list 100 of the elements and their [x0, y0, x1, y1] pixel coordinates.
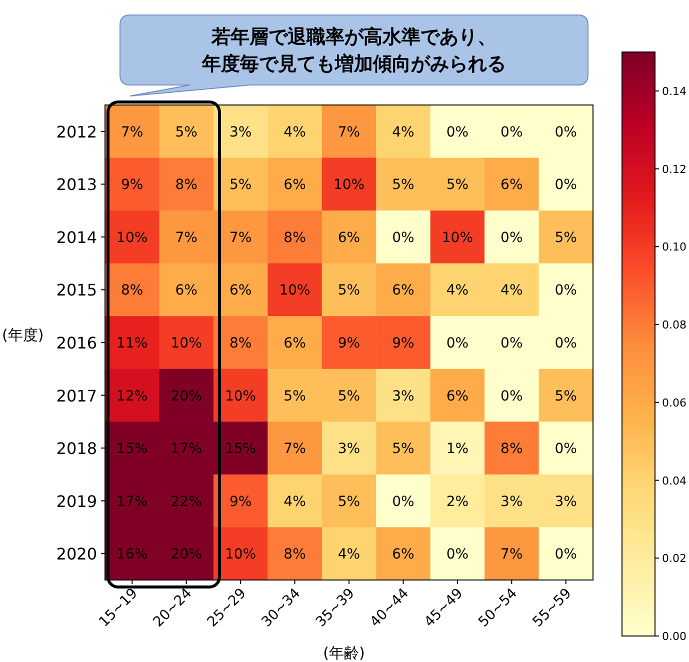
data-label: 3% — [392, 388, 414, 404]
data-label: 3% — [554, 494, 577, 510]
data-label: 6% — [392, 546, 414, 563]
data-label: 0% — [554, 441, 577, 458]
data-label: 4% — [284, 494, 306, 510]
data-label: 7% — [175, 230, 198, 246]
data-label: 6% — [338, 230, 360, 246]
data-label: 0% — [446, 546, 469, 563]
data-label: 17% — [116, 494, 148, 510]
y-tick-label: 2019 — [56, 492, 97, 511]
data-label: 8% — [175, 177, 198, 194]
data-label: 2% — [446, 494, 469, 510]
y-tick-label: 2016 — [56, 334, 97, 352]
data-label: 10% — [224, 388, 256, 404]
data-label: 20% — [170, 546, 202, 563]
data-label: 9% — [229, 494, 252, 510]
x-axis-title: (年齢) — [323, 644, 365, 662]
color-bar-label: 0.04 — [662, 474, 686, 488]
data-label: 5% — [338, 282, 360, 299]
color-bar-label: 0.02 — [662, 552, 686, 566]
data-label: 0% — [446, 124, 469, 140]
data-label: 5% — [446, 177, 469, 194]
data-label: 4% — [446, 282, 469, 299]
data-label: 20% — [170, 388, 202, 404]
color-bar-label: 0.06 — [662, 396, 686, 410]
color-bar-label: 0.12 — [662, 162, 686, 176]
y-tick-label: 2020 — [56, 544, 97, 564]
y-tick-label: 2012 — [56, 122, 97, 142]
data-label: 15% — [224, 441, 256, 458]
data-label: 5% — [554, 230, 577, 246]
color-bar-label: 0.10 — [662, 240, 686, 254]
data-label: 7% — [121, 124, 144, 140]
data-label: 0% — [500, 124, 523, 140]
data-label: 0% — [554, 282, 577, 299]
data-label: 0% — [500, 336, 523, 352]
data-label: 6% — [284, 177, 306, 194]
data-label: 7% — [338, 124, 360, 140]
data-label: 3% — [229, 124, 252, 140]
data-label: 4% — [338, 546, 360, 563]
data-label: 6% — [392, 282, 414, 299]
y-tick-label: 2018 — [56, 439, 97, 458]
data-label: 8% — [284, 546, 306, 563]
data-label: 10% — [279, 282, 310, 299]
data-label: 22% — [170, 494, 202, 510]
data-label: 10% — [224, 546, 256, 563]
data-label: 8% — [500, 441, 523, 458]
data-label: 9% — [338, 336, 360, 352]
data-label: 0% — [392, 230, 414, 246]
data-label: 0% — [554, 124, 577, 140]
data-label: 5% — [284, 388, 306, 404]
data-label: 0% — [500, 230, 523, 246]
data-label: 17% — [170, 441, 202, 458]
data-label: 7% — [229, 230, 252, 246]
text: 若年層で退職率が高水準であり、 — [210, 26, 496, 48]
data-label: 0% — [392, 494, 414, 510]
y-tick-label: 2014 — [56, 228, 97, 247]
data-label: 3% — [338, 441, 360, 458]
y-tick-label: 2017 — [56, 386, 97, 406]
data-label: 10% — [170, 336, 202, 352]
data-label: 6% — [175, 282, 198, 299]
data-label: 8% — [284, 230, 306, 246]
data-label: 5% — [554, 388, 577, 404]
color-bar-label: 0.00 — [662, 630, 686, 643]
data-label: 0% — [446, 336, 469, 352]
data-label: 12% — [116, 388, 148, 404]
color-bar-label: 0.08 — [662, 318, 686, 332]
data-label: 10% — [333, 177, 365, 194]
data-label: 6% — [284, 336, 306, 352]
data-label: 9% — [121, 177, 144, 194]
data-label: 5% — [229, 177, 252, 194]
data-label: 8% — [121, 282, 144, 299]
data-label: 0% — [554, 177, 577, 194]
data-label: 10% — [116, 230, 148, 246]
y-tick-label: 2015 — [56, 280, 97, 300]
data-label: 6% — [500, 177, 523, 194]
data-label: 4% — [392, 124, 414, 140]
data-label: 10% — [442, 230, 474, 246]
data-label: 0% — [554, 546, 577, 563]
data-label: 16% — [116, 546, 148, 563]
data-label: 3% — [500, 494, 523, 510]
data-label: 0% — [554, 336, 577, 352]
y-axis-title: (年度) — [2, 326, 44, 344]
data-label: 1% — [446, 441, 469, 458]
data-label: 4% — [500, 282, 523, 299]
data-label: 11% — [116, 336, 148, 352]
data-label: 5% — [392, 177, 414, 194]
color-bar-label: 0.14 — [662, 84, 686, 98]
data-label: 7% — [284, 441, 306, 458]
data-label: 0% — [500, 388, 523, 404]
data-label: 6% — [446, 388, 469, 404]
data-label: 6% — [229, 282, 252, 299]
y-tick-label: 2013 — [56, 175, 97, 194]
data-label: 5% — [392, 441, 414, 458]
data-label: 7% — [500, 546, 523, 563]
data-label: 4% — [284, 124, 306, 140]
data-label: 15% — [116, 441, 148, 458]
data-label: 5% — [338, 388, 360, 404]
data-label: 5% — [338, 494, 360, 510]
data-label: 5% — [175, 124, 198, 140]
data-label: 8% — [229, 336, 252, 352]
